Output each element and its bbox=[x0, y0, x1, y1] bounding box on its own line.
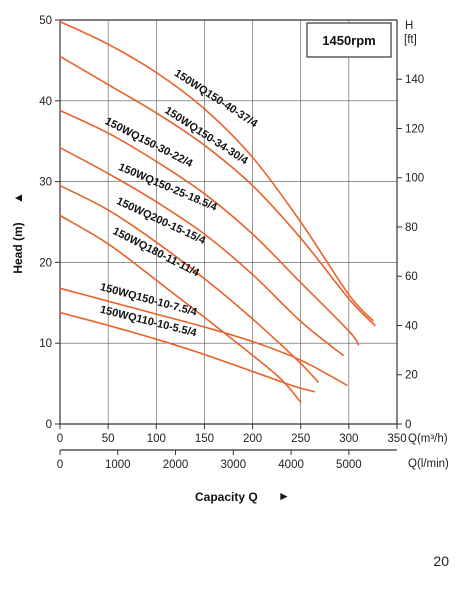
lmin-tick-label: 1000 bbox=[105, 459, 131, 471]
y-tick-label: 10 bbox=[39, 338, 52, 350]
x-tick-label: 200 bbox=[243, 433, 262, 445]
performance-curve bbox=[59, 311, 315, 393]
y-tick-label: 40 bbox=[39, 96, 52, 108]
lmin-tick-label: 3000 bbox=[221, 459, 247, 471]
x-tick-label: 100 bbox=[147, 433, 166, 445]
ft-tick-label: 80 bbox=[405, 222, 418, 234]
y-tick-label: 30 bbox=[39, 177, 52, 189]
performance-curve bbox=[59, 55, 376, 327]
ft-tick-label: 60 bbox=[405, 271, 418, 283]
performance-curve bbox=[59, 146, 344, 357]
performance-curve bbox=[59, 287, 348, 386]
x-tick-label: 350 bbox=[387, 433, 406, 445]
y-axis-title-text: Head (m) bbox=[11, 222, 25, 273]
performance-curve bbox=[59, 20, 374, 322]
x-tick-label: 300 bbox=[339, 433, 358, 445]
performance-curve bbox=[59, 109, 360, 346]
performance-curve bbox=[59, 184, 319, 383]
right-axis-label-top: H bbox=[405, 20, 413, 32]
y-tick-label: 50 bbox=[39, 15, 52, 27]
speed-badge: 1450rpm bbox=[306, 22, 392, 58]
x-tick-label: 150 bbox=[195, 433, 214, 445]
axes: 0 10 20 30 40 50 0 20 40 60 80 100 120 140 0 50 100 150 20… bbox=[39, 15, 424, 471]
y-tick-label: 20 bbox=[39, 257, 52, 269]
y-axis-arrow: ▲ bbox=[11, 192, 25, 204]
lmin-tick-label: 4000 bbox=[278, 459, 304, 471]
x-tick-label: 50 bbox=[102, 433, 115, 445]
lmin-tick-label: 0 bbox=[57, 459, 63, 471]
x-unit-m3h: Q(m³/h) bbox=[408, 433, 448, 445]
x-tick-label: 0 bbox=[57, 433, 63, 445]
y-axis-title: Head (m) ▲ bbox=[11, 192, 25, 274]
y-tick-label: 0 bbox=[46, 419, 52, 431]
x-unit-lmin: Q(l/min) bbox=[408, 458, 449, 470]
performance-curves bbox=[59, 20, 376, 403]
right-axis-unit: [ft] bbox=[404, 34, 417, 46]
x-axis-arrow: ► bbox=[278, 489, 290, 503]
lmin-tick-label: 5000 bbox=[336, 459, 362, 471]
ft-tick-label: 140 bbox=[405, 74, 424, 86]
x-axis-title: Capacity Q bbox=[195, 490, 258, 504]
speed-badge-text: 1450rpm bbox=[322, 33, 375, 48]
ft-tick-label: 0 bbox=[405, 419, 411, 431]
ft-tick-label: 120 bbox=[405, 123, 424, 135]
lmin-tick-label: 2000 bbox=[163, 459, 189, 471]
x-tick-label: 250 bbox=[291, 433, 310, 445]
speed-badge-box bbox=[306, 22, 392, 58]
ft-tick-label: 40 bbox=[405, 320, 418, 332]
page-number: 20 bbox=[433, 553, 449, 569]
performance-curve bbox=[59, 214, 302, 403]
ft-tick-label: 100 bbox=[405, 173, 424, 185]
ft-tick-label: 20 bbox=[405, 370, 418, 382]
